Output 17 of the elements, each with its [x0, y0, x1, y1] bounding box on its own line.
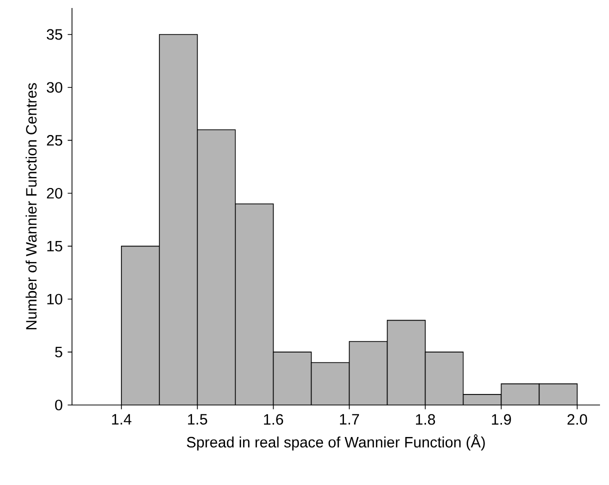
- x-tick-label: 1.9: [492, 414, 511, 425]
- y-tick-label: 0: [55, 400, 62, 410]
- x-axis-title: Spread in real space of Wannier Function (Å): [186, 434, 485, 450]
- y-axis-title: Number of Wannier Function Centres: [26, 83, 37, 330]
- x-tick-label: 1.6: [264, 414, 284, 425]
- x-tick-label: 1.7: [340, 414, 359, 424]
- x-tick-label: 1.4: [112, 414, 132, 424]
- y-tick-label: 25: [46, 135, 62, 146]
- y-tick-label: 35: [46, 29, 62, 40]
- x-tick-label: 1.8: [416, 414, 436, 425]
- y-tick-label: 30: [46, 82, 62, 93]
- x-tick-label: 1.5: [188, 414, 208, 425]
- y-tick-label: 10: [47, 294, 62, 304]
- y-tick-label: 5: [55, 346, 62, 358]
- y-tick-label: 15: [47, 240, 62, 252]
- y-tick-label: 20: [46, 188, 62, 199]
- x-tick-label: 2.0: [568, 414, 588, 425]
